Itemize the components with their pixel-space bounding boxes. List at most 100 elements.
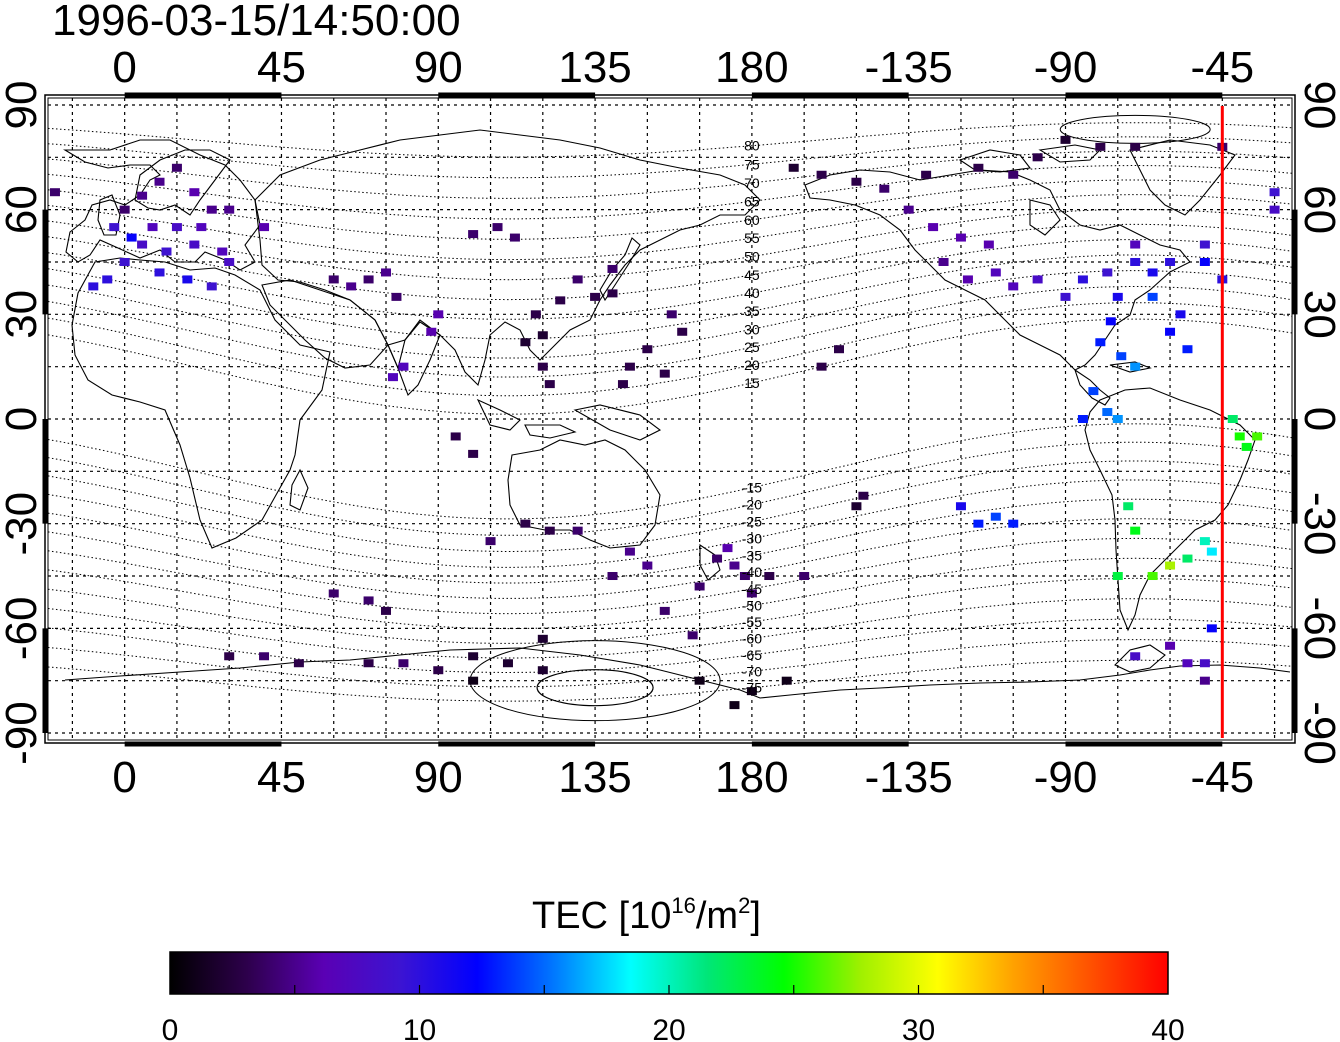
tec-point xyxy=(973,163,984,172)
tec-point xyxy=(1234,432,1245,441)
tec-point xyxy=(1060,292,1071,301)
magnetic-latitude-label: 40 xyxy=(744,285,760,301)
tec-point xyxy=(433,666,444,675)
magnetic-latitude-contour xyxy=(48,179,1292,240)
tec-point xyxy=(788,163,799,172)
tec-point xyxy=(659,606,670,615)
tec-point xyxy=(398,659,409,668)
tec-point xyxy=(572,275,583,284)
tec-point xyxy=(938,257,949,266)
colorbar-title-suffix: ] xyxy=(750,895,761,937)
tec-point xyxy=(206,205,217,214)
top-longitude-label: -135 xyxy=(865,43,953,92)
tec-point xyxy=(1175,310,1186,319)
tec-point xyxy=(363,596,374,605)
magnetic-latitude-contour xyxy=(48,618,1292,674)
tec-point xyxy=(1123,502,1134,511)
tec-point xyxy=(49,188,60,197)
magnetic-latitude-contour xyxy=(48,270,1292,359)
tec-point xyxy=(687,631,698,640)
magnetic-latitude-contour xyxy=(48,285,1292,378)
tec-point xyxy=(746,687,757,696)
tec-point xyxy=(391,292,402,301)
tec-point xyxy=(137,191,148,200)
tec-point xyxy=(921,170,932,179)
tec-point xyxy=(1032,275,1043,284)
tec-point xyxy=(520,338,531,347)
svg-text:TEC [1016/m2]: TEC [1016/m2] xyxy=(532,893,761,937)
tec-point xyxy=(161,247,172,256)
tec-point xyxy=(677,327,688,336)
bottom-longitude-label: -135 xyxy=(865,753,953,802)
colorbar-tick-label: 20 xyxy=(652,1014,685,1042)
tec-point xyxy=(1095,142,1106,151)
magnetic-latitude-label: 20 xyxy=(744,357,760,373)
left-latitude-label: 90 xyxy=(0,81,46,130)
tec-point xyxy=(206,282,217,291)
tec-point xyxy=(1252,432,1263,441)
tec-point xyxy=(729,701,740,710)
colorbar-tick-label: 40 xyxy=(1151,1014,1184,1042)
magnetic-latitude-label: -60 xyxy=(742,630,762,646)
magnetic-latitude-contour xyxy=(48,557,1292,630)
timestamp-label: 1996-03-15/14:50:00 xyxy=(52,0,461,45)
tec-point xyxy=(544,380,555,389)
tec-point xyxy=(537,666,548,675)
bottom-longitude-label: 90 xyxy=(414,753,463,802)
tec-point xyxy=(537,362,548,371)
tec-point xyxy=(694,676,705,685)
tec-point xyxy=(1182,554,1193,563)
tec-point xyxy=(1165,257,1176,266)
tec-point xyxy=(834,345,845,354)
tec-point xyxy=(1008,282,1019,291)
top-longitude-label: -45 xyxy=(1191,43,1255,92)
tec-point xyxy=(346,282,357,291)
tec-point xyxy=(426,327,437,336)
right-latitude-label: 60 xyxy=(1295,185,1340,234)
magnetic-latitude-label: -15 xyxy=(742,480,762,496)
tec-point xyxy=(1147,268,1158,277)
tec-point xyxy=(387,373,398,382)
tec-point xyxy=(328,589,339,598)
tec-point xyxy=(1182,345,1193,354)
tec-point xyxy=(398,362,409,371)
tec-point xyxy=(607,572,618,581)
tec-point xyxy=(363,275,374,284)
top-longitude-label: 0 xyxy=(112,43,136,92)
left-latitude-label: 60 xyxy=(0,185,46,234)
lat-lon-grid xyxy=(48,98,1292,740)
magnetic-latitude-contour xyxy=(48,150,1292,199)
tec-point xyxy=(126,233,137,242)
tec-point xyxy=(764,572,775,581)
tec-point xyxy=(1102,408,1113,417)
magnetic-latitude-contour xyxy=(48,302,1292,397)
colorbar-title-unit-exponent: 2 xyxy=(738,893,750,918)
top-longitude-label: 45 xyxy=(257,43,306,92)
tec-point xyxy=(983,240,994,249)
top-longitude-label: 135 xyxy=(558,43,631,92)
magnetic-latitude-label: -30 xyxy=(742,531,762,547)
magnetic-latitude-contour xyxy=(48,659,1292,702)
left-latitude-label: -60 xyxy=(0,597,46,661)
tec-point xyxy=(746,589,757,598)
tec-point xyxy=(544,526,555,535)
tec-point xyxy=(468,449,479,458)
tec-point xyxy=(1032,153,1043,162)
magnetic-latitude-contour xyxy=(48,122,1292,158)
tec-point xyxy=(851,502,862,511)
tec-point xyxy=(119,257,130,266)
right-latitude-label: 30 xyxy=(1295,290,1340,339)
tec-point xyxy=(224,652,235,661)
tec-point xyxy=(147,223,158,232)
magnetic-latitude-label: 55 xyxy=(744,230,760,246)
tec-point xyxy=(468,652,479,661)
tec-point xyxy=(1165,561,1176,570)
magnetic-latitude-contour xyxy=(48,460,1292,553)
bottom-longitude-label: -90 xyxy=(1034,753,1098,802)
right-latitude-label: -30 xyxy=(1295,492,1340,556)
tec-point xyxy=(1241,442,1252,451)
magnetic-latitude-contours xyxy=(48,114,1292,722)
tec-point xyxy=(1008,519,1019,528)
magnetic-pole-contour xyxy=(536,669,654,707)
